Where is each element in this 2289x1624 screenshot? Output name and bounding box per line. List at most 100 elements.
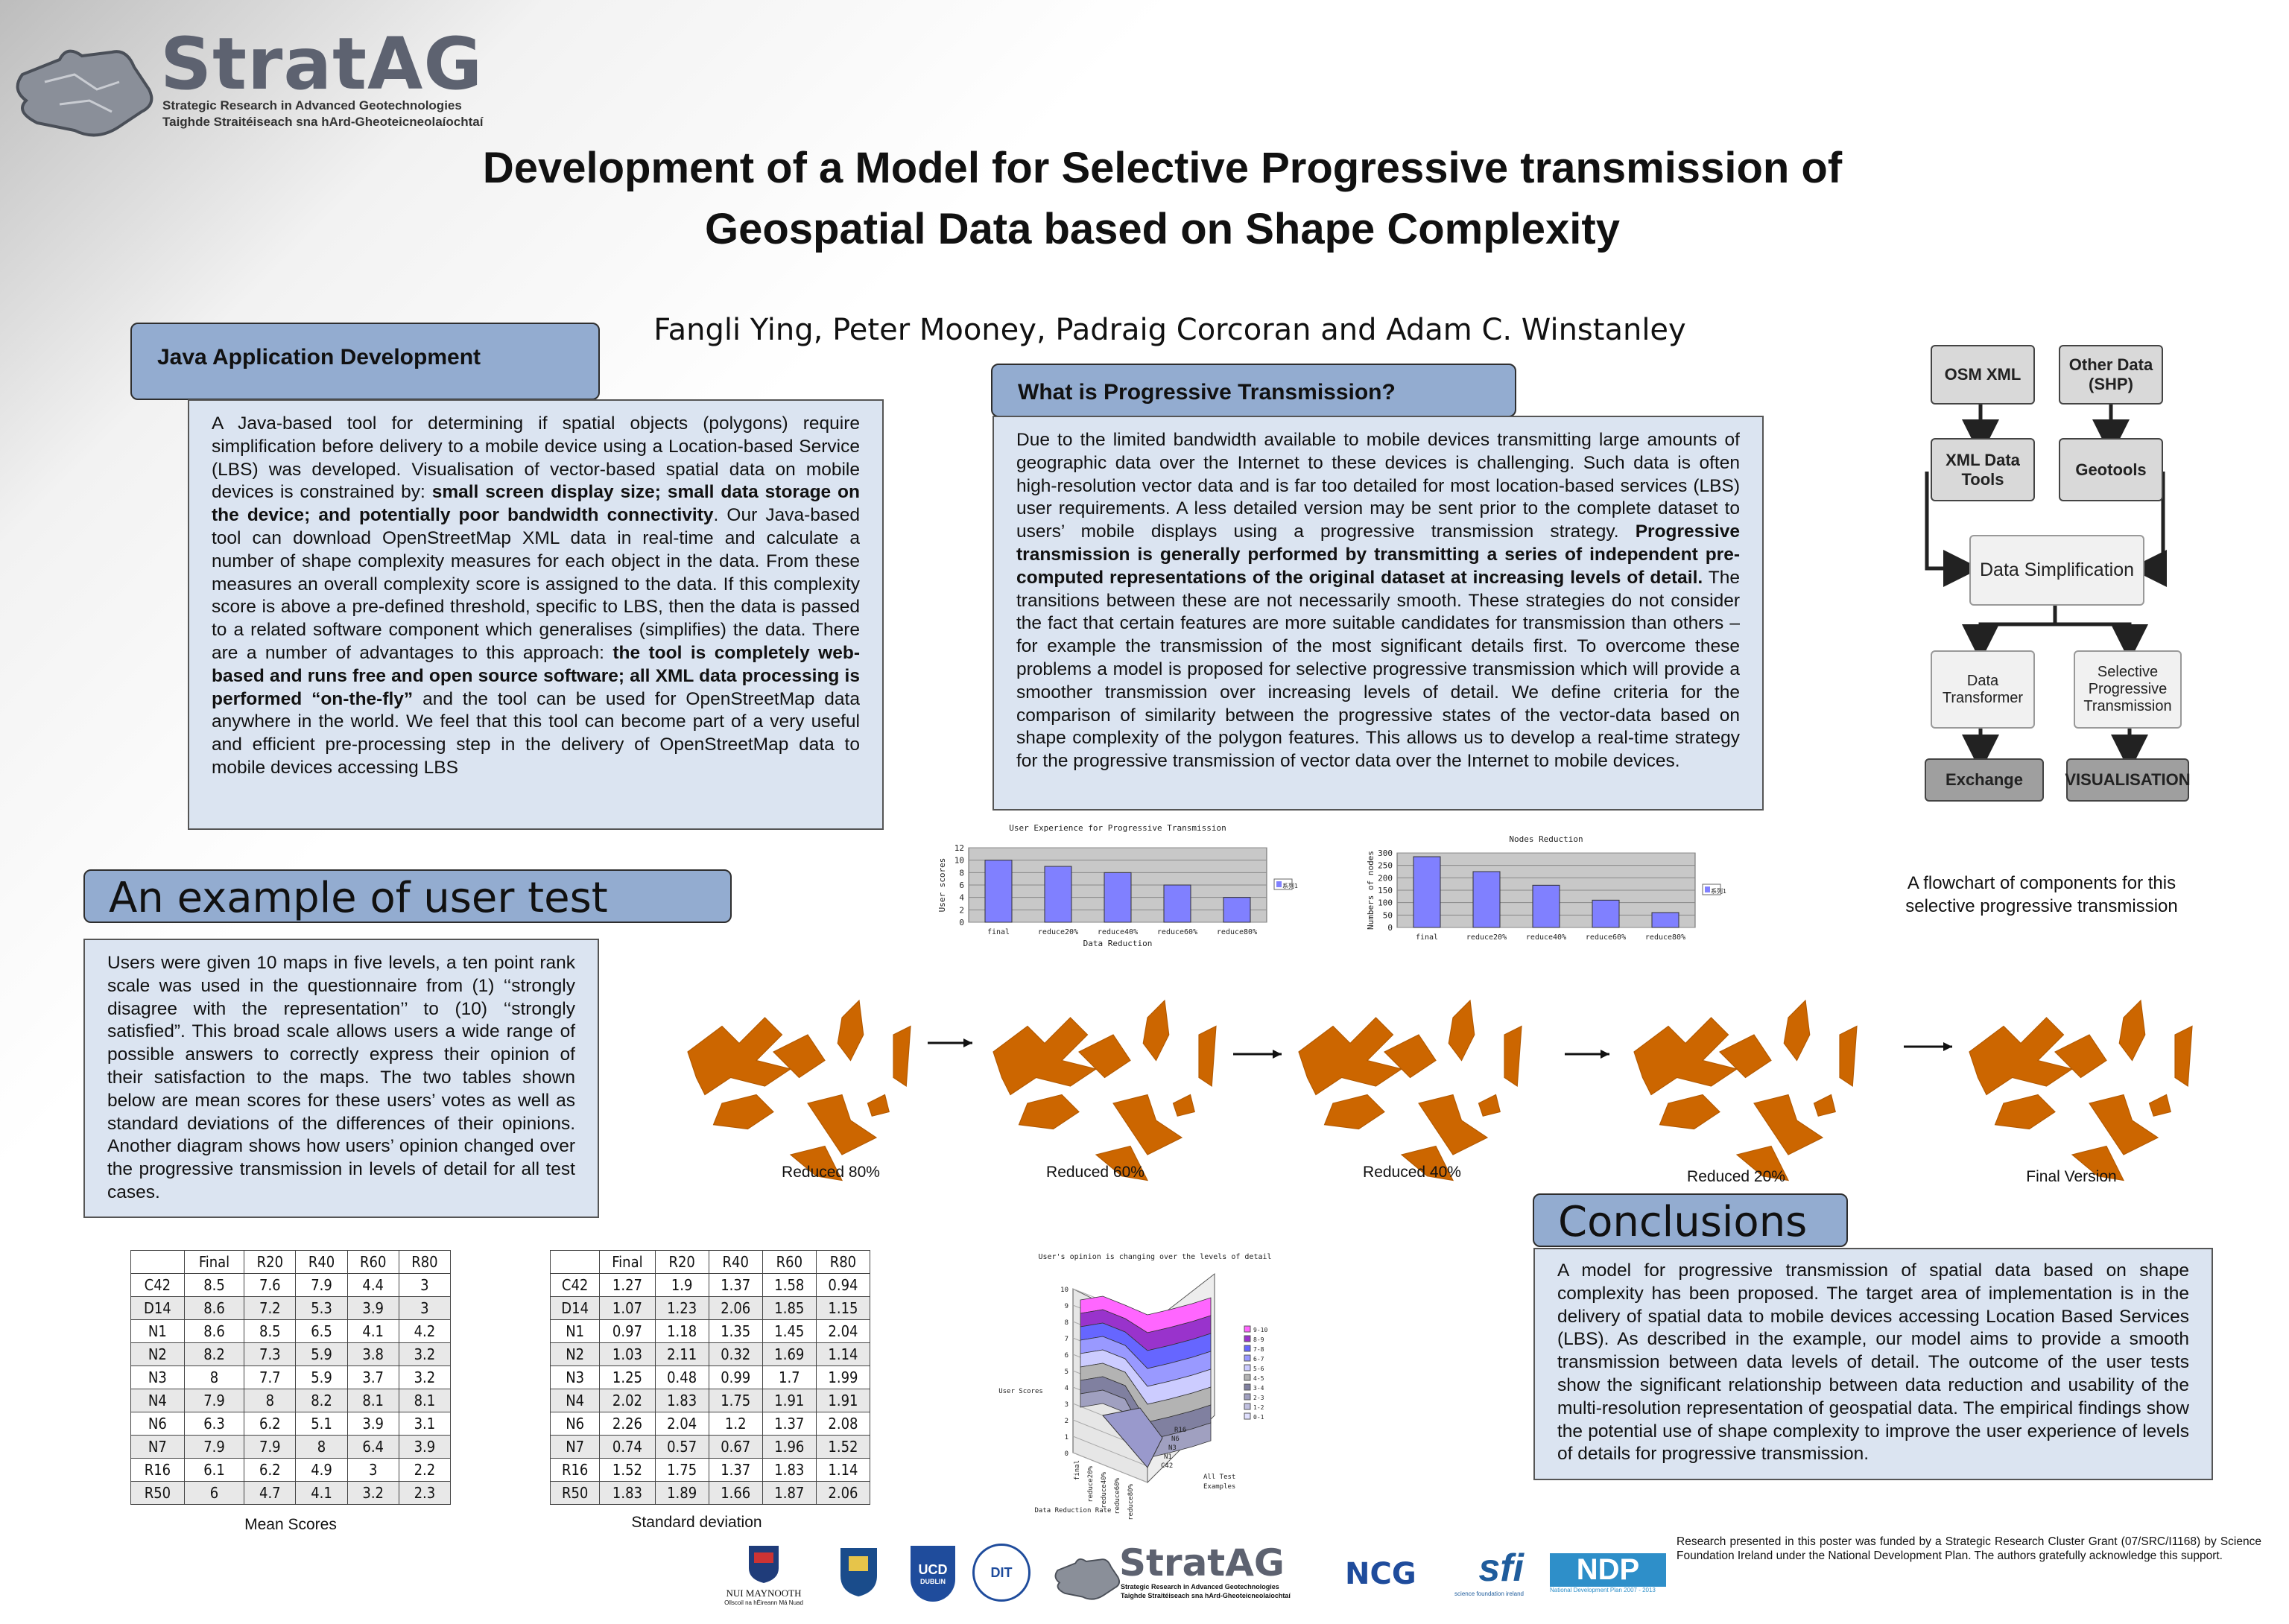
y-tick-label: 0 <box>959 918 964 927</box>
table-cell: R16 <box>130 1458 185 1482</box>
z-tick-label: 2 <box>1065 1418 1068 1425</box>
table-cell: 3.9 <box>398 1435 452 1459</box>
maps-row <box>671 968 2243 1192</box>
table-row: D14 8.6 7.2 5.3 3.9 3 <box>130 1296 452 1320</box>
map-polygon <box>1783 999 1811 1062</box>
sfi-logo: sfi science foundation ireland <box>1454 1547 1524 1597</box>
x-tick-label: reduce80% <box>1217 928 1257 936</box>
table-header-cell: R20 <box>654 1250 709 1274</box>
conclusions-heading: Conclusions <box>1533 1193 1848 1247</box>
mean-scores-table: Final R20 R40 R60 R80 C42 8.5 7.6 7.9 4.4 3 D14 8.6 7… <box>130 1250 452 1505</box>
table-cell: 1.85 <box>762 1296 817 1320</box>
table-cell: D14 <box>549 1296 601 1320</box>
map-polygon <box>893 1025 911 1088</box>
legend-swatch <box>1244 1412 1251 1420</box>
table-cell: 6.2 <box>244 1458 297 1482</box>
y-tick-label: Examples <box>1203 1483 1235 1491</box>
stratag-footer-logo: StratAG Strategic Research in Advanced G… <box>1051 1541 1297 1605</box>
table-cell: 6.3 <box>183 1412 245 1436</box>
table-cell: 4.9 <box>295 1458 348 1482</box>
map-polygon <box>1504 1025 1522 1088</box>
table-cell: 0.67 <box>708 1435 763 1459</box>
table-cell: 3.7 <box>346 1366 399 1389</box>
chart-user-experience: User Experience for Progressive Transmis… <box>937 816 1341 950</box>
flowchart: OSM XML Other Data (SHP) XML Data Tools … <box>1865 323 2249 829</box>
table-cell: 8 <box>244 1389 297 1412</box>
chart-title: Nodes Reduction <box>1509 834 1583 844</box>
table-cell: 5.1 <box>295 1412 348 1436</box>
table-cell: R16 <box>549 1458 601 1482</box>
table-cell: 1.99 <box>815 1366 871 1389</box>
table-row: C42 8.5 7.6 7.9 4.4 3 <box>130 1273 452 1297</box>
std-dev-caption: Standard deviation <box>631 1514 762 1531</box>
table-cell: 1.75 <box>708 1389 763 1412</box>
y-axis-label: Numbers of nodes <box>1366 851 1375 930</box>
table-header-cell <box>130 1250 185 1274</box>
y-tick-label: N1 <box>1164 1453 1172 1461</box>
map-4 <box>1600 974 1874 1181</box>
flowchart-caption: A flowchart of components for this selec… <box>1905 873 2178 916</box>
bar <box>1651 912 1679 928</box>
table-cell: 5.3 <box>295 1296 348 1320</box>
map-polygon <box>807 1094 878 1155</box>
table-cell: 2.2 <box>398 1458 452 1482</box>
table-row: N1 8.6 8.5 6.5 4.1 4.2 <box>130 1319 452 1343</box>
table-header-cell: R60 <box>346 1250 399 1274</box>
usertest-text-box: Users were given 10 maps in five levels,… <box>83 939 599 1218</box>
node-visualisation: VISUALISATION <box>2065 758 2191 802</box>
map-polygon <box>1839 1025 1858 1088</box>
std-dev-table: Final R20 R40 R60 R80 C42 1.27 1.9 1.37 1.58 0.94 D… <box>549 1250 871 1505</box>
table-cell: N2 <box>549 1342 601 1366</box>
table-cell: 2.06 <box>815 1481 871 1505</box>
table-cell: 1.27 <box>599 1273 656 1297</box>
table-row: N6 6.3 6.2 5.1 3.9 3.1 <box>130 1412 452 1436</box>
legend-swatch <box>1244 1335 1251 1342</box>
x-tick-label: reduce80% <box>1645 933 1685 942</box>
z-tick-label: 9 <box>1065 1303 1068 1310</box>
table-cell: 1.23 <box>654 1296 709 1320</box>
table-cell: 1.52 <box>599 1458 656 1482</box>
table-cell: N4 <box>130 1389 185 1412</box>
legend-swatch <box>1276 881 1282 887</box>
table-cell: 8.5 <box>244 1319 297 1343</box>
y-tick-label: 250 <box>1378 861 1393 871</box>
table-cell: 7.2 <box>244 1296 297 1320</box>
legend-label: 5-6 <box>1253 1366 1264 1372</box>
brand-line2: Taighde Straitéiseach sna hArd-Gheoteicn… <box>162 115 484 129</box>
table-cell: 1.25 <box>599 1366 656 1389</box>
table-cell: N7 <box>549 1435 601 1459</box>
z-tick-label: 4 <box>1065 1385 1068 1392</box>
progressive-heading: What is Progressive Transmission? <box>991 364 1516 417</box>
table-row: R16 1.52 1.75 1.37 1.83 1.14 <box>549 1458 871 1482</box>
table-header-cell: R40 <box>295 1250 348 1274</box>
table-cell: 1.7 <box>762 1366 817 1389</box>
chart-nodes-reduction: Nodes Reduction 0 50 100 150 200 250 300 final re… <box>1356 827 1773 954</box>
map-polygon <box>1323 1094 1385 1130</box>
map-polygon <box>1172 1094 1195 1117</box>
x-tick-label: reduce40% <box>1101 1471 1108 1508</box>
z-tick-label: 5 <box>1065 1368 1068 1376</box>
x-tick-label: reduce40% <box>1098 928 1138 936</box>
nuim-crest-icon <box>749 1546 779 1583</box>
y-tick-label: 10 <box>954 856 964 866</box>
table-cell: N1 <box>549 1319 601 1343</box>
table-cell: 3 <box>398 1273 452 1297</box>
x-tick-label: reduce60% <box>1157 928 1197 936</box>
chart-nodes-reduction-svg: Nodes Reduction 0 50 100 150 200 250 300 final re… <box>1366 834 1726 942</box>
table-cell: 2.08 <box>815 1412 871 1436</box>
table-cell: 1.14 <box>815 1342 871 1366</box>
table-cell: 1.83 <box>762 1458 817 1482</box>
map-polygon <box>2174 1025 2193 1088</box>
map-polygon <box>1418 1094 1489 1155</box>
table-cell: 1.15 <box>815 1296 871 1320</box>
legend-swatch <box>1244 1325 1251 1333</box>
map-polygon <box>2089 1094 2159 1155</box>
ucd-logo: UCD DUBLIN <box>911 1546 955 1602</box>
table-row: D14 1.07 1.23 2.06 1.85 1.15 <box>549 1296 871 1320</box>
map-polygon <box>1448 999 1475 1062</box>
table-cell: 2.11 <box>654 1342 709 1366</box>
x-tick-label: final <box>1416 933 1438 942</box>
z-tick-label: 7 <box>1065 1336 1068 1343</box>
table-cell: 8.6 <box>183 1319 245 1343</box>
table-row: N3 8 7.7 5.9 3.7 3.2 <box>130 1366 452 1389</box>
